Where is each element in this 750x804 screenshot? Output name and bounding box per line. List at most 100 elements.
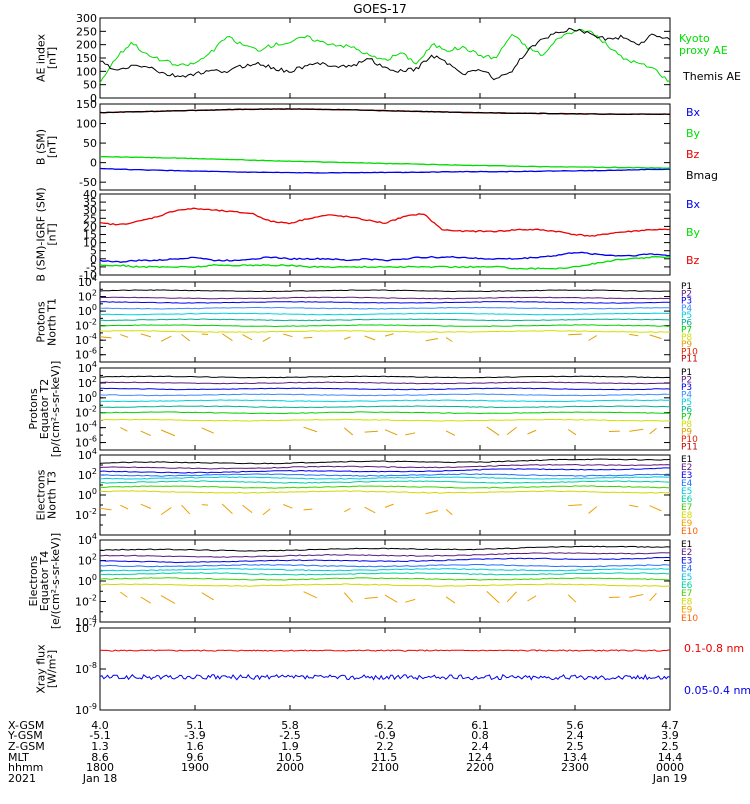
series-segment-e_n-8 [202, 505, 208, 506]
legend-xray-1: 0.05-0.4 nm [684, 684, 750, 697]
series-segment-p_n-8 [629, 334, 638, 335]
series-segment-e_eq-8 [385, 595, 397, 602]
series-segment-p_n-8 [365, 336, 376, 340]
p_n-ytick-label: 10-4 [75, 332, 97, 347]
series-line-p_eq-p2 [100, 382, 670, 384]
series-line-p_eq-p7 [100, 412, 670, 414]
p_n-ytick-label: 102 [78, 289, 97, 304]
series-line-digrf-bz [100, 208, 670, 236]
e_eq-ytick-label: 100 [78, 573, 97, 588]
series-segment-e_n-8 [568, 505, 582, 506]
series-segment-p_n-8 [304, 337, 313, 338]
channel-label-e_eq-e10: E10 [681, 614, 698, 624]
xaxis-value: Jan 19 [652, 772, 687, 785]
series-segment-e_eq-8 [161, 596, 175, 604]
xray-ytick-label: 10-7 [75, 620, 97, 635]
series-line-e_n-e4 [100, 474, 670, 476]
ae-ytick-label: 50 [83, 79, 97, 92]
xaxis-value: 2300 [561, 761, 589, 774]
series-line-e_eq-e4 [100, 565, 670, 567]
series-segment-p_eq-8 [161, 430, 175, 436]
series-segment-p_n-8 [243, 335, 253, 340]
p_eq-ytick-label: 10-4 [75, 420, 97, 435]
series-line-p_n-p3 [100, 302, 670, 304]
series-segment-p_n-8 [568, 334, 582, 335]
series-segment-e_eq-8 [528, 596, 537, 601]
e_n-ytick-label: 104 [78, 447, 97, 462]
series-segment-p_n-8 [426, 338, 438, 340]
xaxis-value: 1900 [181, 761, 209, 774]
series-segment-p_n-8 [650, 335, 662, 339]
ae-frame [100, 18, 670, 98]
series-segment-e_eq-8 [202, 593, 214, 600]
p_n-ylabel: North T1 [46, 298, 59, 346]
series-segment-p_eq-8 [650, 428, 657, 433]
series-segment-e_n-8 [650, 506, 662, 511]
series-segment-p_n-8 [263, 337, 270, 341]
series-line-e_n-e7 [100, 486, 670, 488]
series-line-ae-themis-ae [100, 28, 670, 79]
series-segment-p_eq-8 [446, 431, 455, 436]
p_eq-frame [100, 368, 670, 450]
series-segment-e_n-8 [589, 507, 597, 514]
legend-digrf-bx: Bx [686, 198, 701, 211]
bsm-ytick-label: 0 [90, 157, 97, 170]
series-segment-e_eq-8 [120, 592, 127, 597]
series-segment-e_n-8 [141, 504, 151, 508]
digrf-ylabel: [nT] [46, 223, 59, 245]
channel-label-p_eq-p11: P11 [681, 443, 698, 453]
series-segment-e_eq-8 [487, 591, 499, 603]
p_eq-ytick-label: 104 [78, 360, 97, 375]
series-segment-e_n-8 [181, 505, 189, 514]
xaxis-value: 2100 [371, 761, 399, 774]
series-segment-e_n-8 [243, 505, 253, 512]
series-line-e_n-e8 [100, 491, 670, 493]
series-line-p_eq-p6 [100, 406, 670, 408]
e_n-ytick-label: 102 [78, 467, 97, 482]
series-segment-e_eq-8 [568, 595, 576, 602]
series-line-bsm-bmag [100, 109, 670, 115]
legend-bsm-bmag: Bmag [686, 169, 718, 182]
bsm-ytick-label: 100 [76, 118, 97, 131]
e_n-ytick-label: 100 [78, 487, 97, 502]
p_n-ytick-label: 104 [78, 274, 97, 289]
ae-ylabel: [nT] [46, 47, 59, 69]
e_eq-ytick-label: 10-2 [75, 594, 97, 609]
series-segment-p_n-8 [120, 335, 128, 338]
series-line-e_eq-e1 [100, 546, 670, 551]
digrf-ytick-label: 40 [83, 188, 97, 201]
series-line-p_n-p6 [100, 319, 670, 321]
series-segment-e_n-8 [365, 507, 376, 513]
series-segment-p_n-8 [283, 334, 292, 337]
series-line-xray-1 [100, 675, 670, 680]
series-line-e_eq-e2 [100, 553, 670, 558]
e_n-ylabel: North T3 [46, 471, 59, 519]
series-segment-e_eq-8 [304, 592, 317, 598]
p_n-frame [100, 282, 670, 362]
bsm-ylabel: [nT] [46, 136, 59, 158]
p_eq-ytick-label: 102 [78, 375, 97, 390]
series-line-e_n-e2 [100, 465, 670, 470]
series-line-e_eq-e8 [100, 584, 670, 586]
series-line-p_eq-p3 [100, 388, 670, 390]
xray-frame [100, 628, 670, 710]
series-line-p_eq-p4 [100, 394, 670, 396]
bsm-ytick-label: 50 [83, 137, 97, 150]
series-line-e_n-e6 [100, 481, 670, 483]
series-line-ae-kyoto-proxy-ae [100, 30, 670, 83]
series-line-p_n-p1 [100, 290, 670, 292]
series-segment-e_eq-8 [141, 597, 151, 603]
series-segment-e_n-8 [426, 511, 438, 514]
series-line-p_eq-p1 [100, 376, 670, 378]
series-segment-e_n-8 [344, 508, 350, 511]
series-segment-p_eq-8 [385, 430, 397, 435]
series-segment-p_eq-8 [528, 430, 537, 434]
series-line-e_eq-e5 [100, 569, 670, 571]
series-segment-p_eq-8 [568, 430, 576, 435]
series-segment-p_eq-8 [141, 431, 151, 435]
ae-ytick-label: 150 [76, 52, 97, 65]
p_eq-ytick-label: 100 [78, 390, 97, 405]
series-segment-p_n-8 [141, 334, 151, 337]
series-line-p_n-p7 [100, 325, 670, 327]
